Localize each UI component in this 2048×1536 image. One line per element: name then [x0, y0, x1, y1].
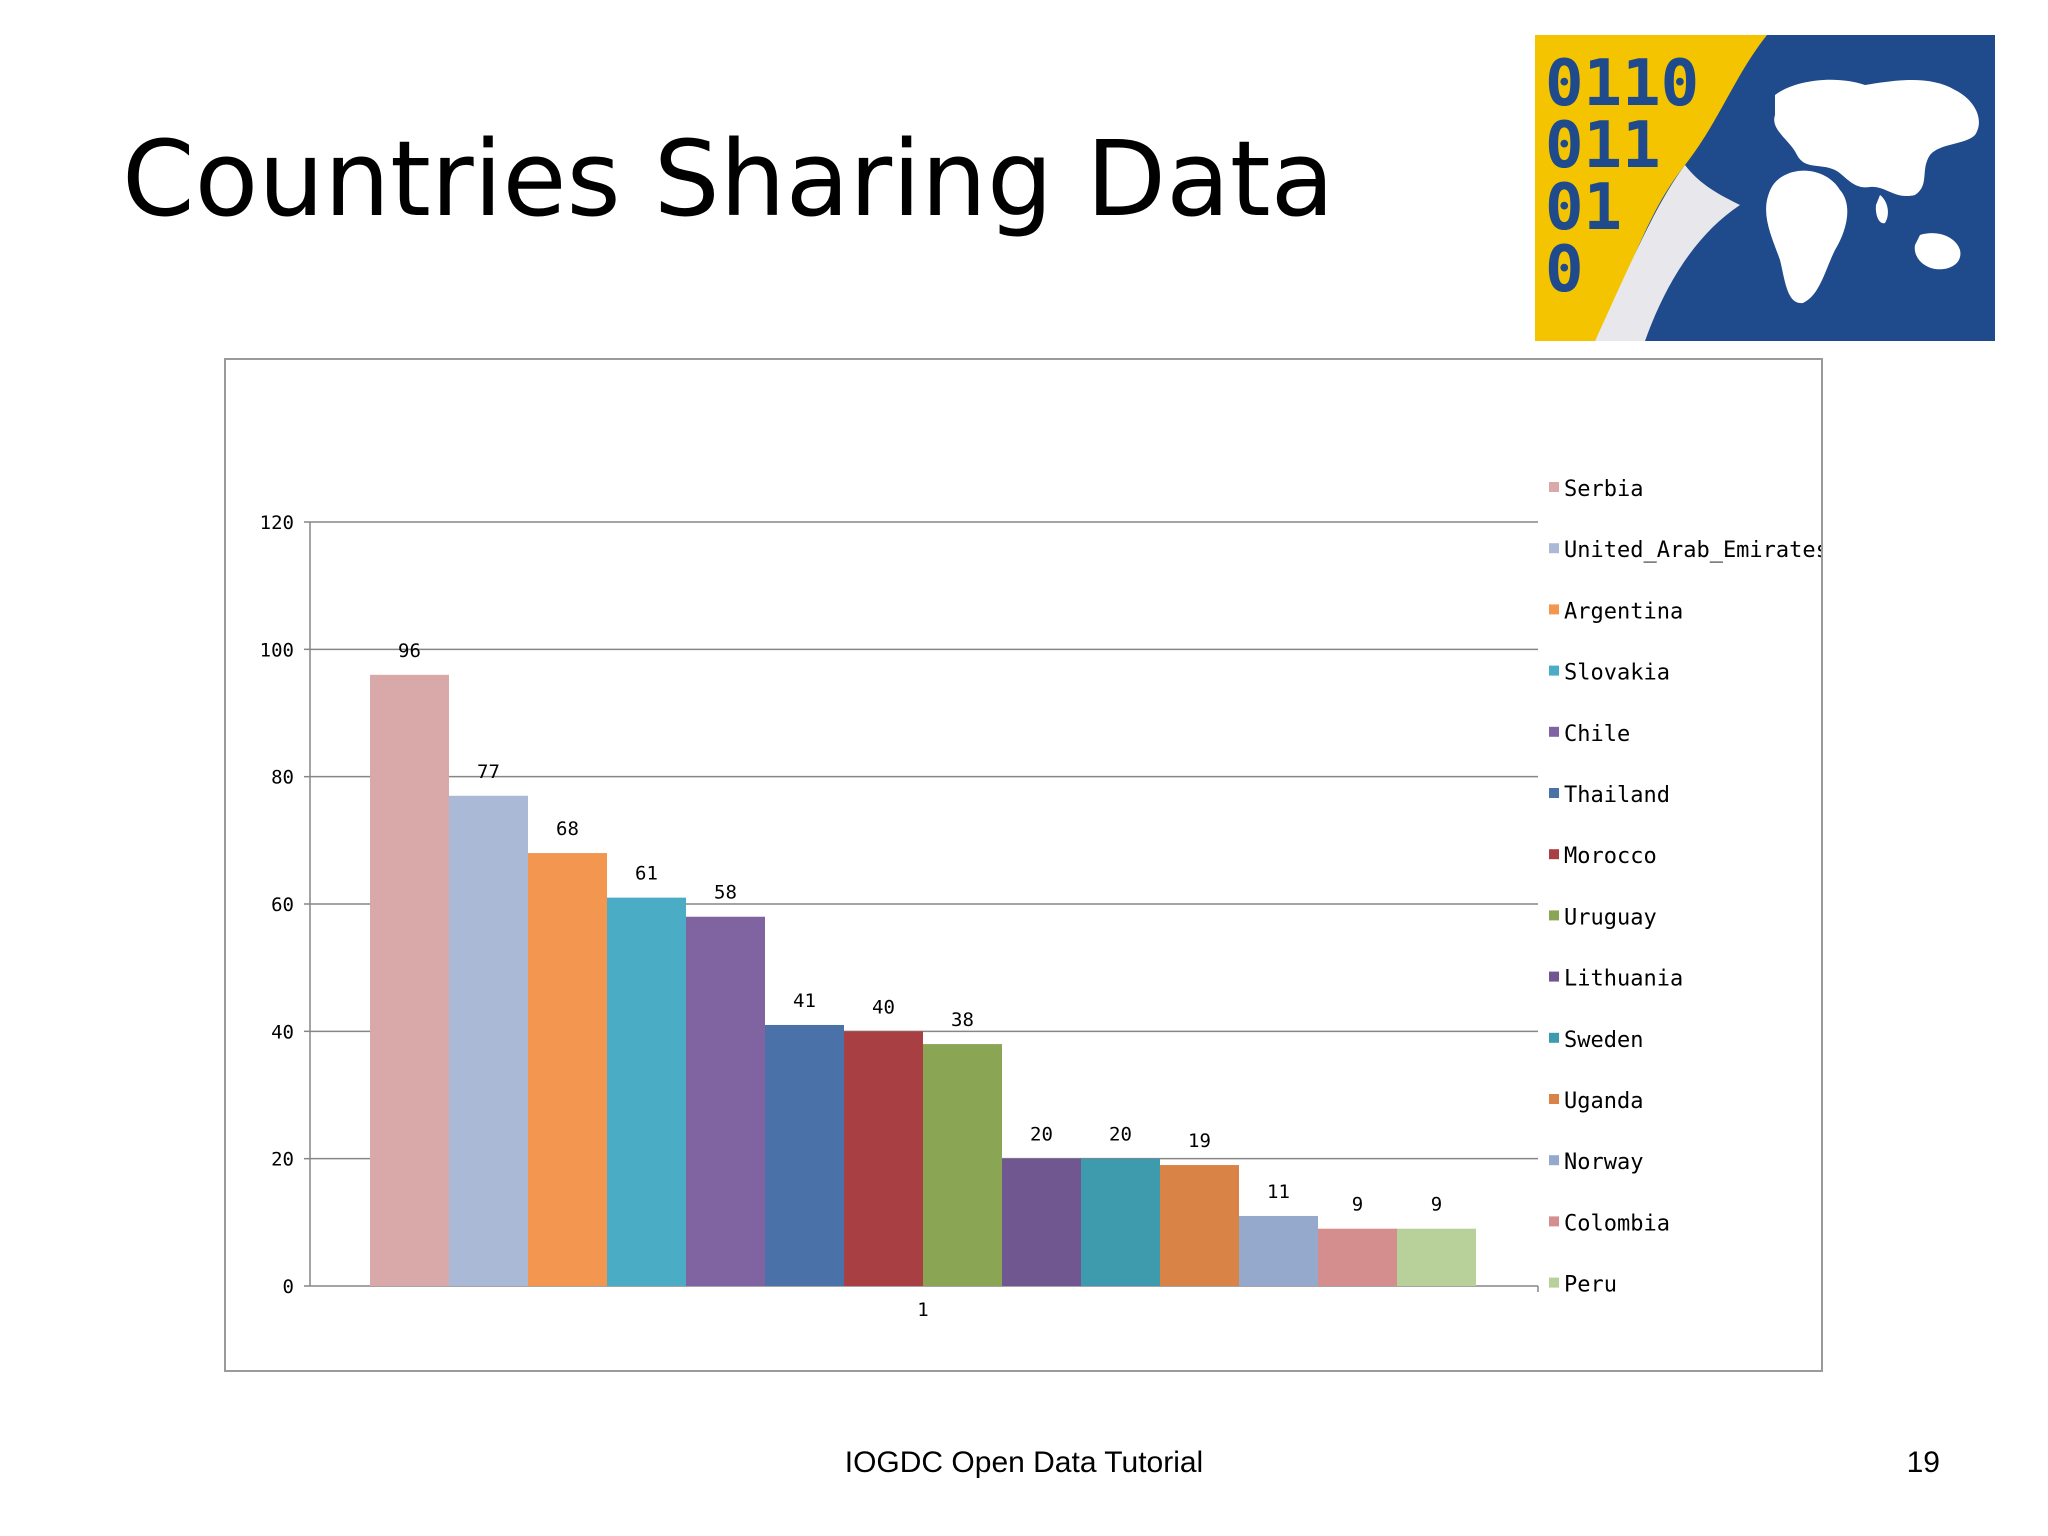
legend-label: Thailand [1564, 783, 1670, 808]
bar-argentina [528, 853, 607, 1286]
legend: Serbia United_Arab_Emirates Argentina Slova… [1549, 477, 1821, 1298]
legend-swatch [1549, 1277, 1559, 1288]
legend-swatch [1549, 482, 1559, 492]
bar-uganda [1160, 1165, 1239, 1286]
legend-swatch [1549, 849, 1559, 860]
logo-curl-highlight [1595, 165, 1740, 341]
data-label: 20 [1109, 1124, 1132, 1146]
bars [370, 674, 1476, 1286]
legend-label: Colombia [1564, 1211, 1670, 1236]
y-tick-label: 0 [283, 1276, 294, 1298]
data-label: 9 [1431, 1194, 1442, 1216]
data-label: 58 [714, 882, 737, 904]
logo-digits-line-3: 01 [1545, 171, 1622, 245]
x-category-label: 1 [917, 1299, 928, 1321]
data-label: 68 [556, 818, 579, 840]
y-tick-label: 100 [260, 639, 294, 661]
legend-swatch [1549, 910, 1559, 921]
legend-swatch [1549, 971, 1559, 982]
bar-colombia [1318, 1228, 1397, 1286]
open-data-world-logo: 0110 011 01 0 [1535, 35, 1995, 341]
bar-slovakia [607, 897, 686, 1286]
data-labels: 96 77 68 61 58 41 40 38 20 20 19 11 9 9 [398, 640, 1442, 1216]
bar-sweden [1081, 1158, 1160, 1286]
data-label: 77 [477, 761, 500, 783]
legend-label: Morocco [1564, 844, 1657, 869]
legend-label: Argentina [1564, 599, 1683, 624]
data-label: 19 [1188, 1130, 1211, 1152]
y-tick-label: 40 [271, 1021, 294, 1043]
logo-digits-line-4: 0 [1545, 233, 1584, 307]
data-label: 96 [398, 640, 421, 662]
data-label: 20 [1030, 1124, 1053, 1146]
slide-title: Countries Sharing Data [122, 118, 1335, 240]
bar-uruguay [923, 1044, 1002, 1286]
legend-swatch [1549, 604, 1559, 615]
legend-label: United_Arab_Emirates [1564, 538, 1821, 563]
data-label: 11 [1267, 1181, 1290, 1203]
logo-digits-line-1: 0110 [1545, 47, 1699, 121]
legend-swatch [1549, 1155, 1559, 1166]
legend-swatch [1549, 726, 1559, 737]
legend-swatch [1549, 543, 1559, 554]
bar-chart: 0 20 40 60 80 100 120 1 96 77 68 61 58 41 40 38 20 20 19 1… [260, 477, 1821, 1321]
legend-swatch [1549, 1094, 1559, 1104]
y-tick-label: 60 [271, 894, 294, 916]
slide-number: 19 [1906, 1446, 1940, 1479]
bar-morocco [844, 1031, 923, 1286]
y-tick-label: 80 [271, 767, 294, 789]
legend-label: Sweden [1564, 1028, 1643, 1053]
bar-chile [686, 916, 765, 1286]
legend-label: Peru [1564, 1273, 1617, 1298]
data-label: 40 [872, 996, 895, 1018]
legend-label: Uganda [1564, 1089, 1643, 1114]
bar-peru [1397, 1228, 1476, 1286]
bar-thailand [765, 1024, 844, 1286]
legend-label: Serbia [1564, 477, 1643, 502]
bar-united-arab-emirates [449, 795, 528, 1286]
legend-label: Slovakia [1564, 661, 1670, 686]
legend-label: Lithuania [1564, 967, 1683, 992]
legend-label: Uruguay [1564, 905, 1657, 930]
legend-swatch [1549, 1032, 1559, 1043]
logo-binary-digits: 0110 011 01 0 [1545, 47, 1699, 307]
legend-label: Norway [1564, 1150, 1643, 1175]
bar-norway [1239, 1215, 1318, 1286]
legend-label: Chile [1564, 722, 1630, 747]
y-tick-label: 120 [260, 512, 294, 534]
bar-serbia [370, 674, 449, 1286]
chart-frame: 0 20 40 60 80 100 120 1 96 77 68 61 58 41 40 38 20 20 19 1… [224, 358, 1823, 1372]
data-label: 38 [951, 1009, 974, 1031]
data-label: 41 [793, 990, 816, 1012]
bar-lithuania [1002, 1158, 1081, 1286]
legend-swatch [1549, 665, 1559, 676]
footer-text: IOGDC Open Data Tutorial [844, 1446, 1204, 1479]
logo-digits-line-2: 011 [1545, 109, 1661, 183]
data-label: 61 [635, 863, 658, 885]
y-tick-label: 20 [271, 1149, 294, 1171]
data-label: 9 [1352, 1194, 1363, 1216]
world-map-icon [1766, 79, 1979, 304]
legend-swatch [1549, 1216, 1559, 1227]
legend-swatch [1549, 788, 1559, 798]
